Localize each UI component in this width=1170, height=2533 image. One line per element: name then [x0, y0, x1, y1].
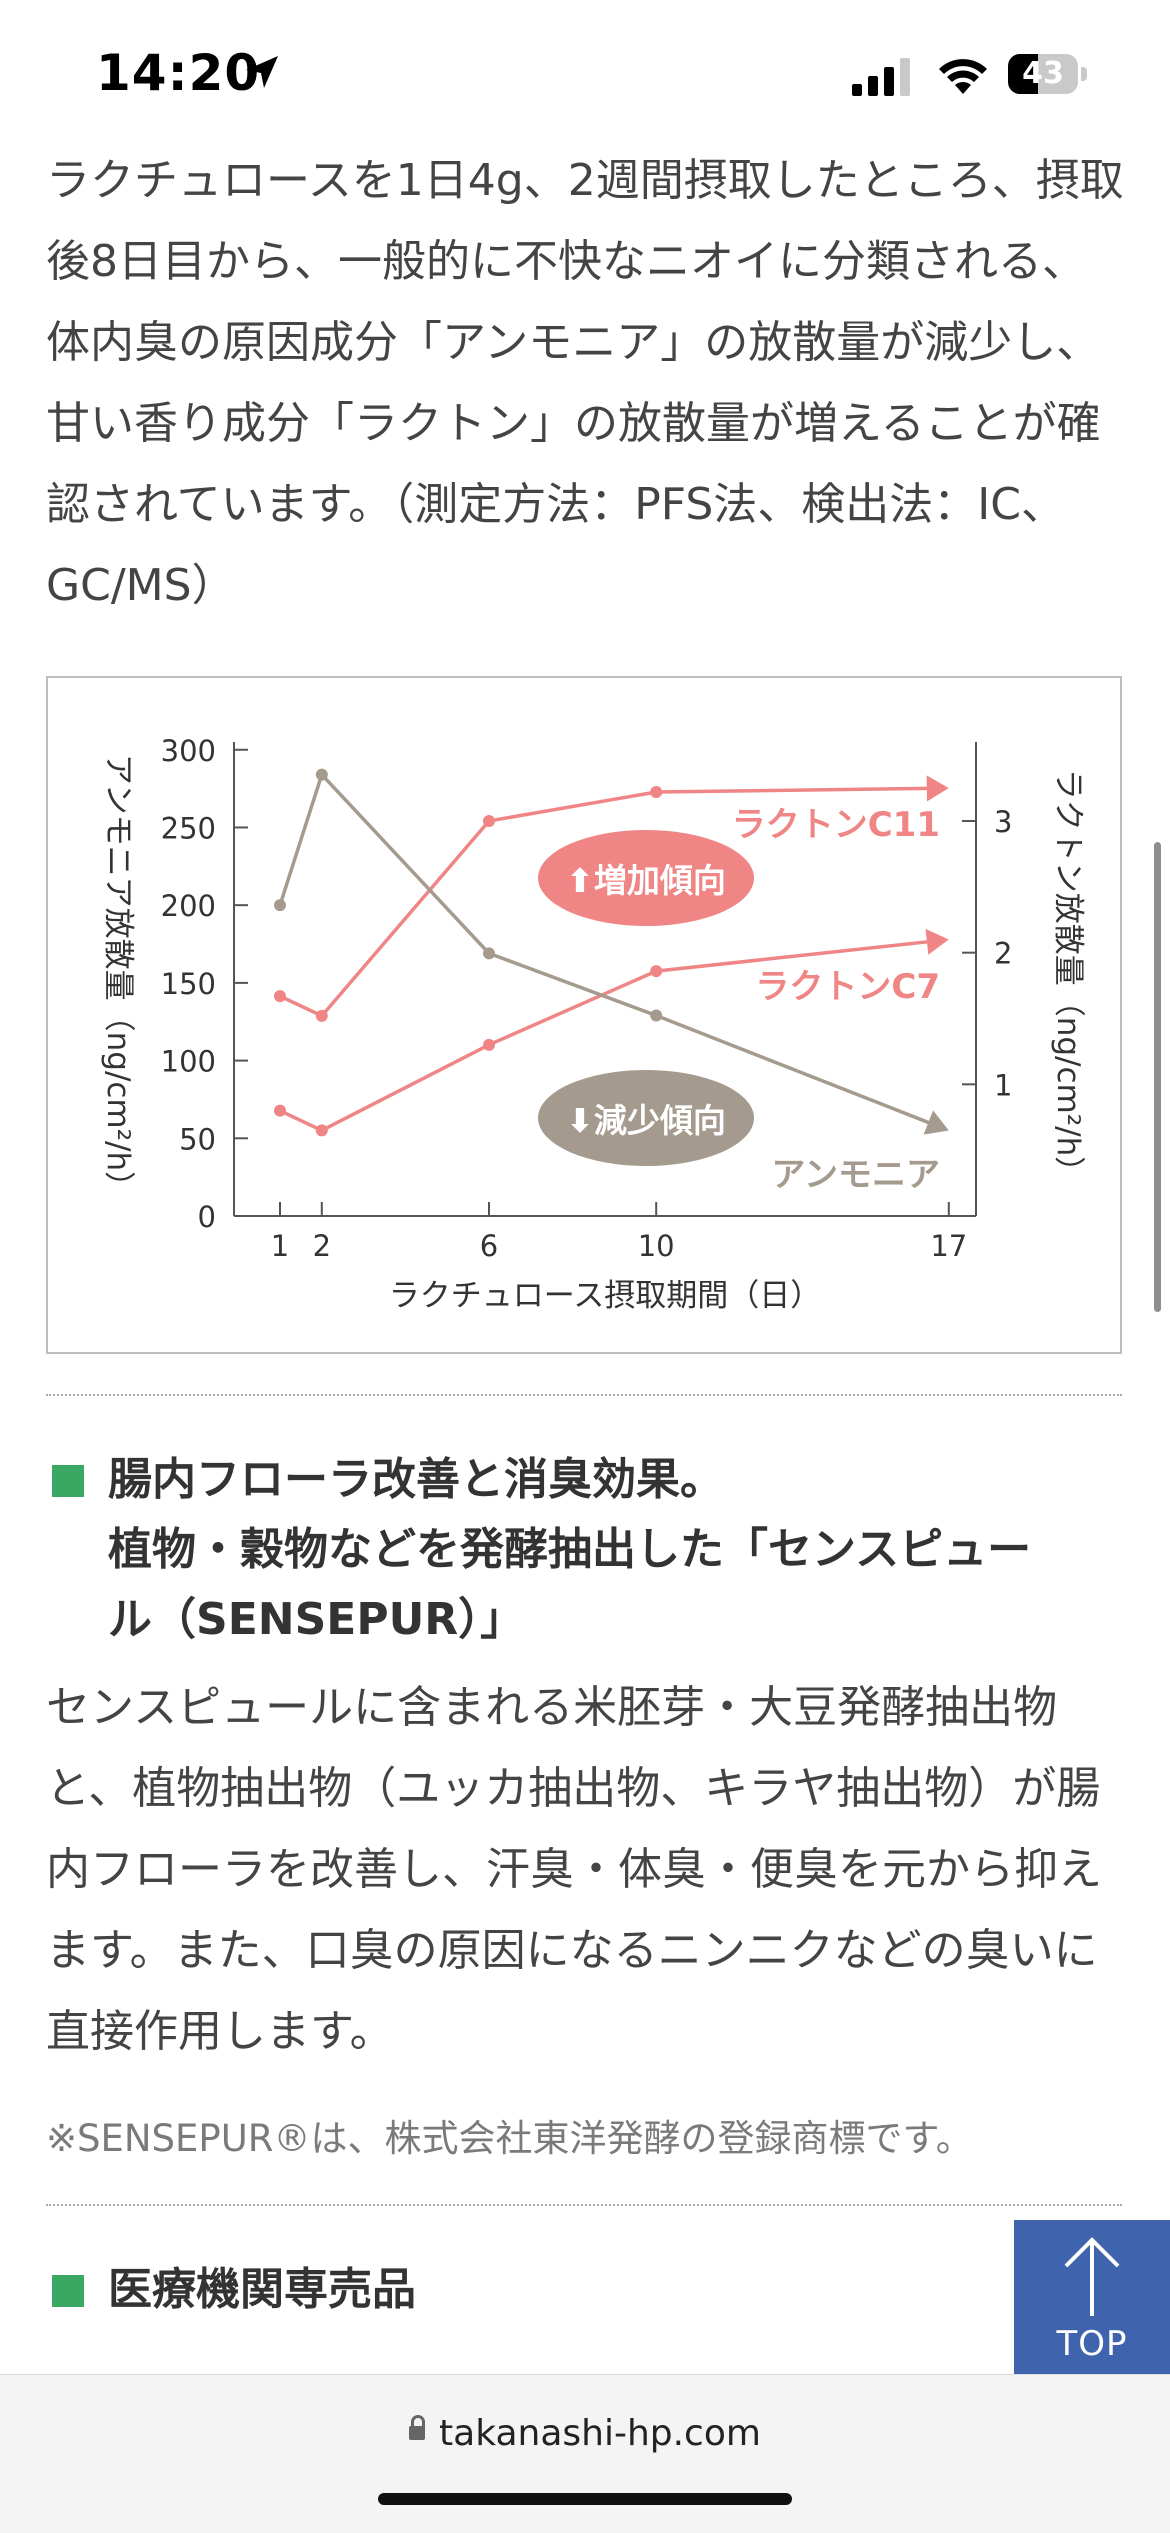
right-tick-label: 2 — [994, 937, 1012, 971]
decrease-trend-oval — [538, 1070, 754, 1166]
data-point — [315, 1124, 328, 1137]
section-title: 医療機関専売品 — [108, 2264, 416, 2315]
lock-icon — [409, 2415, 426, 2440]
right-tick-label: 3 — [994, 805, 1012, 839]
scrollbar[interactable] — [1154, 842, 1161, 1312]
x-tick-label: 6 — [480, 1229, 498, 1263]
x-tick-label: 17 — [930, 1229, 967, 1263]
data-point — [274, 990, 286, 1003]
left-tick-label: 0 — [198, 1200, 216, 1234]
decrease-trend-label: ⬇減少傾向 — [566, 1101, 726, 1140]
left-tick-label: 250 — [161, 811, 216, 845]
data-point — [483, 815, 495, 827]
section-divider — [46, 2204, 1122, 2206]
left-tick-label: 300 — [161, 734, 216, 768]
data-point — [274, 1104, 286, 1117]
series-label-lactone-c11: ラクトンC11 — [732, 805, 940, 845]
series-arrow-2 — [923, 1110, 949, 1135]
intro-paragraph: ラクチュロースを1日4g、2週間摂取したところ、摂取後8日目から、一般的に不快な… — [46, 155, 1124, 611]
data-point — [483, 1038, 495, 1051]
heading-line-3: ル（SENSEPUR）」 — [108, 1594, 525, 1645]
battery-icon: 43 — [1008, 54, 1088, 98]
x-tick-label: 2 — [313, 1229, 331, 1263]
x-axis-title: ラクチュロース摂取期間（日） — [389, 1278, 821, 1314]
battery-level: 43 — [1022, 56, 1064, 91]
increase-trend-label: ⬆増加傾向 — [566, 861, 726, 900]
arrow-up-icon — [1064, 2237, 1120, 2316]
data-point — [650, 1009, 663, 1022]
x-tick-label: 1 — [271, 1229, 289, 1263]
x-tick-label: 10 — [638, 1229, 675, 1263]
series-arrow-1 — [925, 928, 949, 955]
data-point — [650, 786, 663, 799]
square-bullet-icon — [52, 1465, 84, 1497]
data-point — [274, 899, 286, 912]
status-bar: 14:20 43 — [0, 0, 1170, 140]
left-tick-label: 150 — [161, 967, 216, 1001]
square-bullet-icon — [52, 2275, 84, 2307]
status-time: 14:20 — [96, 44, 261, 102]
left-axis-title: アンモニア放散量（ng/cm²/h） — [100, 754, 136, 1202]
cellular-signal-icon — [852, 58, 910, 96]
heading-line-1: 腸内フローラ改善と消臭効果。 — [108, 1454, 724, 1505]
trademark-note: ※SENSEPUR®は、株式会社東洋発酵の登録商標です。 — [46, 2117, 973, 2160]
section-divider — [46, 1394, 1122, 1396]
increase-trend-oval — [538, 830, 754, 926]
series-label-lactone-c7: ラクトンC7 — [755, 967, 940, 1007]
left-tick-label: 100 — [161, 1045, 216, 1079]
series-label-ammonia: アンモニア — [771, 1155, 940, 1195]
browser-address-bar[interactable]: takanashi-hp.com — [0, 2374, 1170, 2533]
top-button-label: TOP — [1056, 2324, 1128, 2364]
left-tick-label: 200 — [161, 889, 216, 923]
right-tick-label: 1 — [994, 1068, 1012, 1102]
heading-line-2: 植物・穀物などを発酵抽出した「センスピュー — [108, 1524, 1032, 1575]
series-arrow-0 — [926, 775, 949, 802]
url-text: takanashi-hp.com — [439, 2413, 761, 2454]
back-to-top-button[interactable]: TOP — [1014, 2220, 1170, 2375]
data-point — [315, 768, 328, 781]
sensepur-paragraph: センスピュールに含まれる米胚芽・大豆発酵抽出物と、植物抽出物（ユッカ抽出物、キラ… — [46, 1682, 1102, 2057]
data-point — [483, 947, 495, 960]
home-indicator — [378, 2493, 792, 2505]
data-point — [315, 1009, 328, 1022]
data-point — [650, 965, 663, 978]
left-tick-label: 50 — [179, 1122, 216, 1156]
wifi-icon — [939, 59, 987, 94]
right-axis-title: ラクトン放散量（ng/cm²/h） — [1050, 769, 1086, 1188]
location-arrow-icon — [246, 56, 278, 88]
